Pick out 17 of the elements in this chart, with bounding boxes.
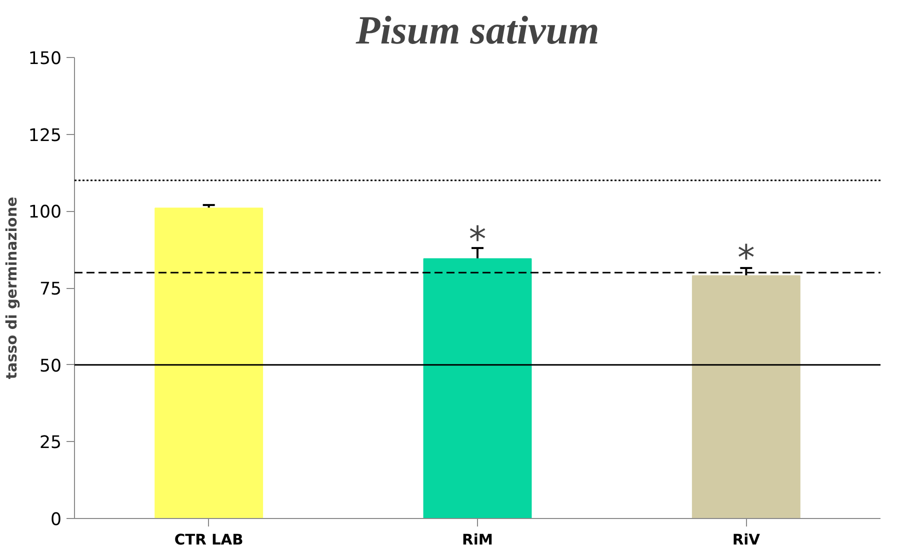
y-tick-label: 50 [39,356,62,376]
annotation: * [738,238,755,278]
x-tick-label: RiV [732,532,761,548]
bar [692,275,800,518]
x-tick-label: CTR LAB [174,532,244,548]
x-tick-label: RiM [462,532,493,548]
y-axis-title: tasso di germinazione [3,196,20,380]
y-tick-label: 75 [39,280,62,300]
bar [154,208,264,518]
y-tick-label: 125 [28,126,62,146]
y-tick-label: 150 [28,49,62,69]
y-tick-label: 0 [50,510,62,530]
y-tick-label: 25 [39,433,62,454]
y-tick-label: 100 [28,202,62,223]
bar [423,258,532,518]
annotation: * [468,220,486,260]
chart-title: Pisum sativum [354,8,600,52]
